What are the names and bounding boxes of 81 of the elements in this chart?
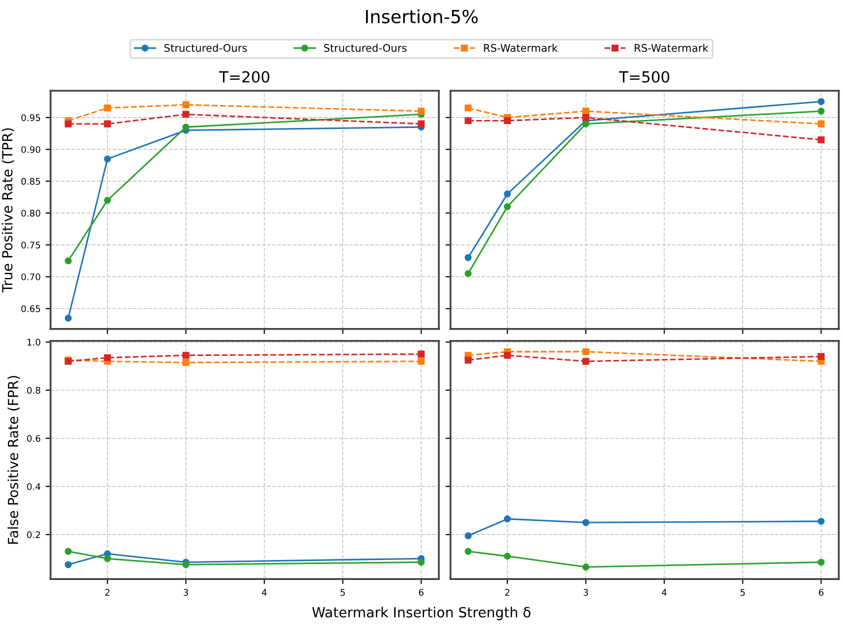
point xyxy=(464,270,472,278)
point xyxy=(104,120,111,128)
point xyxy=(504,515,511,522)
point xyxy=(818,518,825,525)
point xyxy=(418,358,425,365)
point xyxy=(182,110,190,118)
point xyxy=(582,108,590,115)
point xyxy=(818,120,825,128)
y-tick-label: 0.90 xyxy=(21,146,40,153)
point xyxy=(504,117,511,124)
y-tick-label: 0.6 xyxy=(27,435,40,442)
point xyxy=(504,552,511,560)
point xyxy=(464,548,472,555)
point xyxy=(64,257,72,264)
point xyxy=(418,558,425,566)
x-tick-label: 2 xyxy=(505,588,510,596)
x-tick-label: 5 xyxy=(340,589,345,596)
legend-label: Structured-Ours xyxy=(324,44,407,52)
point xyxy=(504,352,511,359)
point xyxy=(418,350,425,358)
point xyxy=(464,356,472,364)
point xyxy=(104,555,111,562)
point xyxy=(64,314,72,322)
chart-subtitle: T=500 xyxy=(618,71,670,83)
y-tick-label: 0.85 xyxy=(21,178,40,185)
chart-title: Insertion-5% xyxy=(366,9,478,24)
x-tick-label: 4 xyxy=(262,589,267,596)
point xyxy=(64,548,72,555)
x-tick-label: 6 xyxy=(818,588,824,596)
point xyxy=(582,120,590,128)
point xyxy=(104,354,111,362)
x-tick-label: 3 xyxy=(584,588,588,596)
y-tick-label: 0.95 xyxy=(21,114,40,122)
point xyxy=(182,561,190,568)
point xyxy=(582,519,590,526)
y-axis-title: True Positive Rate (TPR) xyxy=(2,128,14,293)
point xyxy=(418,120,425,128)
legend-label: RS-Watermark xyxy=(484,44,558,52)
point xyxy=(582,114,590,121)
point xyxy=(818,98,825,106)
y-tick-label: 0.65 xyxy=(21,305,40,312)
y-tick-label: 0.2 xyxy=(27,531,40,538)
y-tick-label: 1.0 xyxy=(27,338,40,346)
x-tick-label: 6 xyxy=(418,588,424,596)
y-tick-label: 0.4 xyxy=(27,483,40,490)
y-tick-label: 0.80 xyxy=(21,210,40,217)
legend-label: RS-Watermark xyxy=(634,44,708,52)
point xyxy=(818,108,825,115)
point xyxy=(504,190,511,198)
point xyxy=(464,254,472,262)
chart-subtitle: T=200 xyxy=(219,71,270,83)
y-tick-label: 0.70 xyxy=(21,273,40,280)
point xyxy=(582,564,590,570)
x-tick-label: 2 xyxy=(105,588,110,596)
x-axis-title: Watermark Insertion Strength δ xyxy=(312,606,530,620)
point xyxy=(464,104,472,112)
point xyxy=(582,348,590,356)
point xyxy=(104,196,111,204)
point xyxy=(104,155,111,162)
x-tick-label: 5 xyxy=(740,589,745,596)
point xyxy=(64,561,72,568)
point xyxy=(418,108,425,115)
point xyxy=(464,117,472,124)
x-tick-label: 3 xyxy=(184,588,188,596)
x-tick-label: 4 xyxy=(662,589,667,596)
point xyxy=(818,136,825,144)
y-axis-title: False Positive Rate (FPR) xyxy=(8,376,20,544)
point xyxy=(182,352,190,359)
point xyxy=(582,358,590,365)
legend-label: Structured-Ours xyxy=(164,44,247,52)
y-tick-label: 0.8 xyxy=(27,386,40,394)
point xyxy=(104,104,111,112)
point xyxy=(64,120,72,128)
point xyxy=(818,353,825,360)
point xyxy=(818,558,825,566)
y-tick-label: 0.75 xyxy=(21,242,40,248)
point xyxy=(464,532,472,540)
point xyxy=(182,101,190,108)
point xyxy=(504,203,511,210)
point xyxy=(182,359,190,366)
point xyxy=(182,124,190,131)
